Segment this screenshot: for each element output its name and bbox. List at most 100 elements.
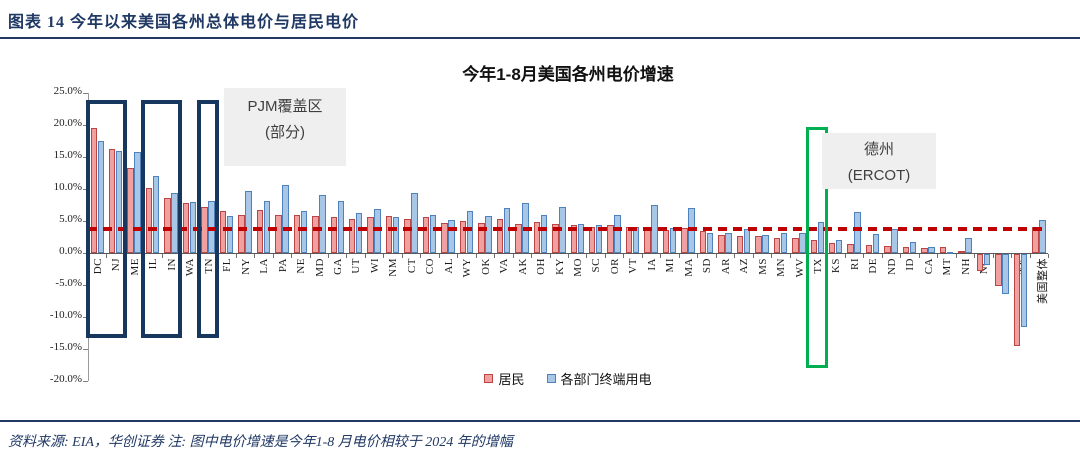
- bar-residential-WV: [792, 238, 799, 253]
- x-axis-tick: [623, 254, 625, 258]
- x-category-label-VA: VA: [498, 258, 511, 274]
- bar-allsector-CO: [429, 215, 437, 253]
- x-axis-line: [88, 253, 1048, 254]
- bar-allsector-DE: [872, 234, 880, 253]
- x-category-label-ND: ND: [885, 258, 898, 275]
- x-axis-tick: [900, 254, 902, 258]
- x-axis-tick: [512, 254, 514, 258]
- bar-residential-AR: [718, 235, 725, 253]
- bar-allsector-OR: [614, 214, 621, 253]
- x-axis-tick: [586, 254, 588, 258]
- highlight-box-IL: [141, 100, 183, 338]
- bar-residential-TX: [810, 240, 817, 253]
- x-category-label-SD: SD: [701, 258, 714, 274]
- x-axis-tick: [420, 254, 422, 258]
- bar-allsector-TN: [208, 201, 215, 253]
- x-category-label-AR: AR: [719, 258, 732, 275]
- x-category-label-KY: KY: [553, 258, 566, 275]
- x-category-label-NH: NH: [959, 258, 972, 275]
- x-axis-tick: [457, 254, 459, 258]
- legend-item: 各部门终端用电: [546, 369, 652, 388]
- x-category-label-DE: DE: [867, 258, 880, 274]
- bar-allsector-LA: [263, 201, 271, 253]
- x-category-label-ID: ID: [904, 258, 917, 271]
- y-axis-tick-label: 15.0%: [53, 149, 82, 161]
- x-axis-tick: [475, 254, 477, 258]
- highlight-box-TX: [806, 127, 829, 368]
- chart-title: 今年1-8月美国各州电价增速: [462, 65, 674, 84]
- bar-allsector-FL: [226, 215, 234, 253]
- x-category-label-MO: MO: [572, 258, 584, 277]
- x-axis-tick: [346, 254, 348, 258]
- x-axis-tick: [974, 254, 976, 258]
- bar-allsector-MN: [780, 233, 788, 253]
- x-axis-tick: [789, 254, 791, 258]
- bar-allsector-GA: [337, 200, 344, 253]
- x-category-label-GA: GA: [332, 258, 344, 275]
- x-axis-tick: [272, 254, 274, 258]
- bar-allsector-RI: [854, 212, 861, 253]
- x-category-label-NE: NE: [295, 258, 308, 274]
- x-axis-tick: [771, 254, 773, 258]
- x-axis-tick: [734, 254, 736, 258]
- bar-residential-KS: [828, 243, 836, 253]
- x-axis-tick: [641, 254, 643, 258]
- bar-residential-OH: [533, 222, 541, 253]
- x-axis-tick: [881, 254, 883, 258]
- x-category-label-AK: AK: [516, 258, 529, 275]
- annotation-texas-line1: 德州: [863, 141, 894, 158]
- x-category-label-MI: MI: [664, 258, 677, 273]
- y-axis-tick-label: -15.0%: [49, 341, 82, 353]
- annotation-pjm-line2: (部分): [265, 123, 305, 141]
- bar-residential-AL: [441, 222, 448, 253]
- x-axis-tick: [106, 254, 108, 258]
- bar-residential-OK: [478, 222, 485, 253]
- bar-allsector-NY: [245, 190, 252, 253]
- x-category-label-LA: LA: [258, 258, 271, 274]
- y-axis-tick: [83, 381, 88, 382]
- bar-residential-HI: [995, 254, 1002, 286]
- x-category-label-VT: VT: [627, 258, 640, 274]
- y-axis-tick: [83, 189, 88, 190]
- bar-allsector-MO: [577, 224, 584, 253]
- x-category-label-PA: PA: [276, 258, 289, 273]
- bar-residential-MT: [939, 247, 947, 253]
- x-axis-tick: [678, 254, 680, 258]
- x-axis-tick: [992, 254, 994, 258]
- bar-residential-WI: [367, 217, 374, 253]
- bar-allsector-AZ: [743, 228, 751, 253]
- bar-allsector-SD: [706, 232, 714, 253]
- x-axis-tick: [863, 254, 865, 258]
- x-axis-tick: [604, 254, 606, 258]
- x-axis-tick: [752, 254, 754, 258]
- x-category-label-IA: IA: [645, 258, 658, 271]
- bar-allsector-WY: [466, 211, 474, 253]
- x-axis-tick: [438, 254, 440, 258]
- bar-residential-WY: [459, 221, 467, 253]
- x-category-label-ME: ME: [128, 258, 141, 276]
- x-category-label-MA: MA: [682, 258, 695, 277]
- bar-residential-RI: [847, 244, 854, 253]
- x-axis-tick: [494, 254, 496, 258]
- y-axis-tick: [83, 253, 88, 254]
- bar-residential-SC: [588, 226, 596, 253]
- annotation-texas-line2: (ERCOT): [847, 166, 911, 184]
- bar-residential-IL: [145, 187, 153, 253]
- bar-residential-VA: [496, 219, 504, 253]
- x-axis-tick: [549, 254, 551, 258]
- x-axis-tick: [937, 254, 939, 258]
- bar-allsector-MD: [319, 194, 326, 253]
- x-category-label-CO: CO: [424, 258, 437, 275]
- x-category-label-UT: UT: [350, 258, 363, 274]
- x-category-label-CA: CA: [922, 258, 935, 275]
- bar-allsector-UT: [355, 212, 363, 253]
- bar-residential-SD: [699, 231, 707, 253]
- bar-allsector-ID: [909, 242, 917, 253]
- bar-residential-CO: [422, 217, 430, 253]
- x-category-label-MS: MS: [756, 258, 769, 275]
- bar-allsector-MS: [762, 235, 769, 253]
- bar-allsector-DC: [97, 141, 104, 253]
- bar-allsector-ND: [891, 228, 898, 253]
- x-axis-tick: [715, 254, 717, 258]
- x-category-label-CT: CT: [405, 258, 418, 274]
